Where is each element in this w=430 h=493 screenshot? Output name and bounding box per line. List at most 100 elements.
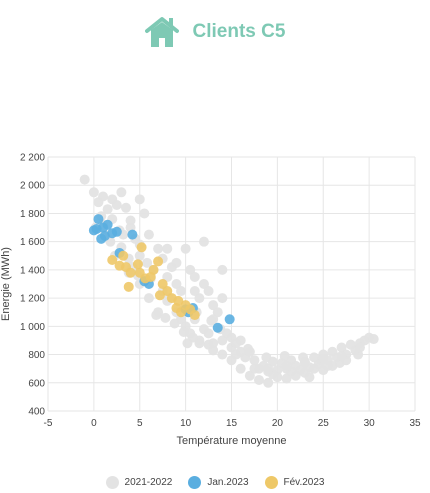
data-point[interactable] [162,271,173,282]
legend-item-jan-2023[interactable]: Jan.2023 [188,475,249,489]
data-point[interactable] [261,352,272,363]
data-point[interactable] [226,332,237,343]
data-point[interactable] [263,363,274,374]
data-point[interactable] [107,255,118,266]
data-point[interactable] [139,208,150,219]
data-point[interactable] [143,293,154,304]
data-point[interactable] [217,264,228,275]
data-point[interactable] [157,279,168,289]
y-tick-label: 1 400 [20,265,45,276]
data-point[interactable] [176,307,187,318]
legend-item-fev-2023[interactable]: Fév.2023 [264,475,324,489]
data-point[interactable] [203,328,214,339]
data-point[interactable] [299,358,310,369]
data-point[interactable] [322,360,333,371]
data-point[interactable] [263,377,274,388]
x-tick-label: 35 [409,418,421,429]
data-point[interactable] [304,372,315,383]
data-point[interactable] [182,338,193,349]
data-point[interactable] [98,191,109,202]
data-point[interactable] [244,370,255,381]
data-point[interactable] [162,286,173,297]
data-point[interactable] [203,286,214,297]
data-point[interactable] [162,243,173,254]
data-point[interactable] [153,243,164,254]
data-point[interactable] [368,334,379,345]
data-point[interactable] [102,204,113,215]
data-point[interactable] [194,338,205,349]
data-point[interactable] [145,271,156,282]
data-point[interactable] [134,267,145,278]
data-point[interactable] [153,256,164,267]
legend-item-2021-2022[interactable]: 2021-2022 [105,475,172,489]
y-tick-label: 2 200 [20,153,45,164]
data-point[interactable] [123,281,134,292]
data-point[interactable] [189,286,200,297]
data-point[interactable] [235,346,246,357]
data-point[interactable] [309,363,320,374]
data-point[interactable] [154,290,165,301]
data-point[interactable] [189,271,200,282]
data-point[interactable] [217,293,228,304]
data-point[interactable] [132,259,143,270]
data-point[interactable] [194,293,205,304]
data-point[interactable] [160,312,171,323]
data-point[interactable] [176,286,187,297]
data-point[interactable] [96,233,107,244]
data-point[interactable] [118,250,129,261]
data-point[interactable] [336,342,347,353]
data-point[interactable] [127,229,138,240]
data-point[interactable] [111,199,122,210]
data-point[interactable] [354,342,365,353]
data-point[interactable] [336,350,347,361]
data-point[interactable] [178,326,189,337]
data-point[interactable] [116,187,127,198]
data-point[interactable] [217,335,228,346]
data-point[interactable] [143,229,154,240]
data-point[interactable] [91,223,102,234]
data-point[interactable] [125,215,136,226]
data-point[interactable] [79,174,90,185]
data-point[interactable] [88,187,99,198]
data-point[interactable] [203,339,214,350]
data-point[interactable] [249,355,260,366]
data-point[interactable] [120,202,131,213]
data-point[interactable] [185,264,196,275]
data-point[interactable] [318,353,329,364]
data-point[interactable] [254,374,265,385]
data-point[interactable] [134,250,145,261]
data-point[interactable] [185,304,196,315]
data-point[interactable] [217,349,228,360]
data-point[interactable] [180,243,191,254]
data-point[interactable] [171,257,182,268]
data-point[interactable] [93,214,104,225]
data-point[interactable] [136,242,147,253]
data-point[interactable] [171,279,182,289]
data-point[interactable] [111,226,122,237]
data-point[interactable] [279,350,290,361]
data-point[interactable] [281,360,292,371]
scatter-chart: -5 0 5 10 15 20 25 30 35 2 200 2 000 1 800 1 600 1 40… [0,153,421,448]
x-tick-label: 10 [180,418,192,429]
data-point[interactable] [102,219,113,230]
data-point[interactable] [125,267,136,278]
data-point[interactable] [235,363,246,374]
data-point[interactable] [281,373,292,384]
data-point[interactable] [198,236,209,247]
data-point[interactable] [208,300,219,311]
data-point[interactable] [169,318,180,329]
data-point[interactable] [249,363,260,374]
data-point[interactable] [226,355,237,366]
data-point[interactable] [151,310,162,321]
data-point[interactable] [212,322,223,333]
data-point[interactable] [142,257,153,268]
data-point[interactable] [224,314,235,325]
data-point[interactable] [208,314,219,325]
data-point[interactable] [173,295,184,306]
y-tick-label: 1 800 [20,209,45,220]
data-point[interactable] [198,279,209,289]
data-point[interactable] [134,194,145,205]
chart-header: Clients C5 [0,14,430,50]
data-point[interactable] [212,307,223,318]
y-tick-label: 600 [28,378,45,389]
